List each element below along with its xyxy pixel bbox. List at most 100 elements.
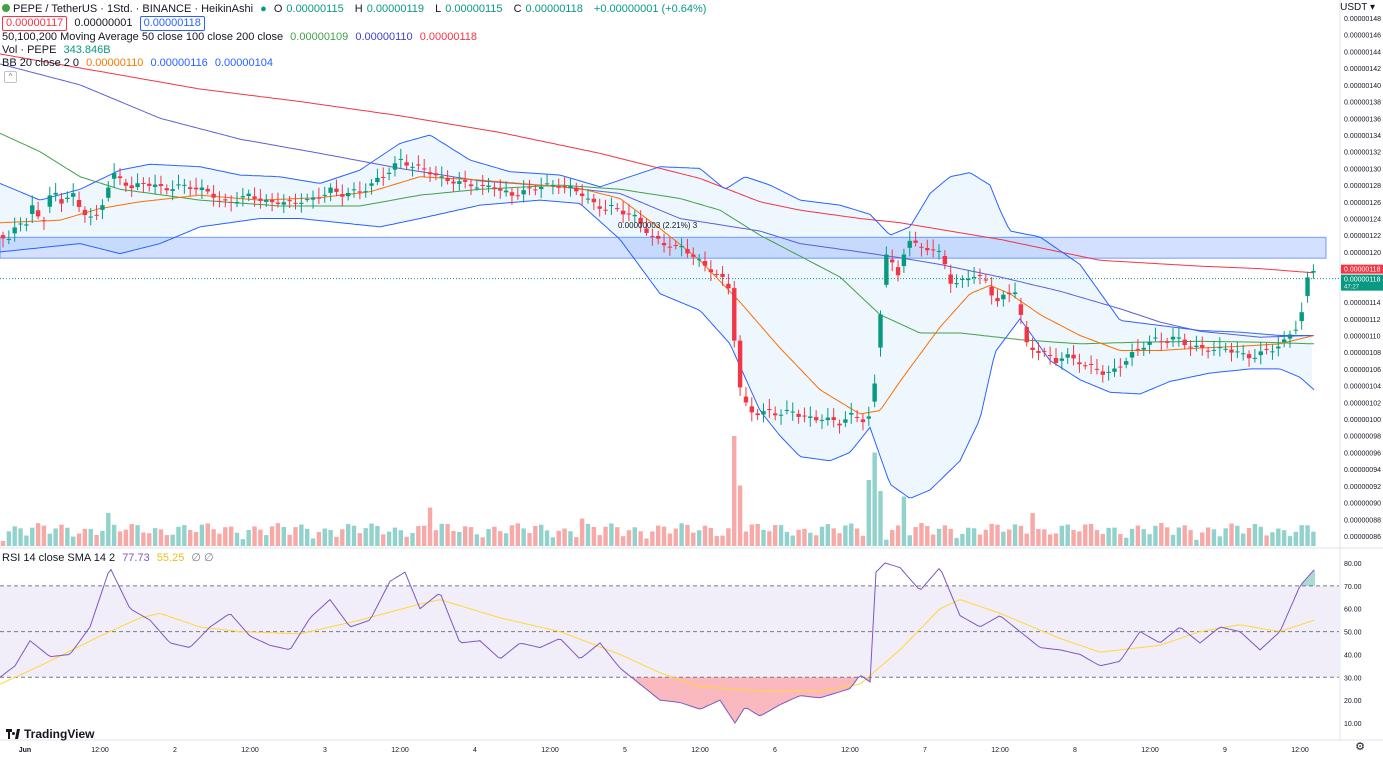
volume-bar: [1112, 527, 1117, 546]
ma-legend[interactable]: 50,100,200 Moving Average 50 close 100 c…: [2, 31, 481, 44]
symbol-title[interactable]: PEPE / TetherUS · 1Std. · BINANCE · Heik…: [13, 3, 254, 15]
open-value: 0.00000115: [286, 3, 344, 15]
currency-selector[interactable]: USDT ▾: [1340, 2, 1375, 13]
volume-bar: [1176, 527, 1182, 546]
volume-bar: [790, 535, 795, 546]
volume-bar: [334, 536, 339, 546]
candle-body: [579, 193, 585, 197]
candle-body: [790, 411, 795, 413]
candle-body: [1188, 346, 1193, 348]
candle-body: [574, 187, 579, 192]
volume-bar: [556, 530, 561, 546]
volume-bar: [217, 533, 222, 546]
settings-icon[interactable]: ⚙: [1355, 741, 1365, 753]
volume-bar: [1311, 531, 1316, 546]
volume-bar: [369, 523, 374, 546]
candle-body: [258, 198, 263, 201]
volume-bar: [603, 526, 608, 546]
candle-body: [468, 184, 474, 187]
sell-button[interactable]: 0.00000117: [2, 16, 68, 31]
volume-legend[interactable]: Vol · PEPE 343.846B: [2, 44, 115, 57]
candle-body: [1036, 351, 1041, 353]
candle-body: [404, 162, 409, 166]
volume-bar: [111, 524, 117, 546]
spread-value: 0.00000001: [74, 17, 133, 29]
price-axis[interactable]: 0.00000148 0.00000146 0.00000144 0.00000142…: [1339, 0, 1381, 740]
volume-bar: [316, 532, 322, 546]
collapse-legend-icon[interactable]: ^: [4, 71, 17, 83]
time-tick-label: 12:00: [841, 747, 859, 754]
volume-bar: [164, 535, 169, 546]
candle-body: [269, 200, 275, 203]
volume-bar: [117, 531, 123, 546]
time-axis[interactable]: Jun 12:00 2 12:00 3 12:00 4 12:00 5 12:00 6 12:00 7 1…: [0, 739, 1383, 754]
candle-body: [30, 205, 35, 215]
candle-body: [696, 259, 702, 261]
bb-lower-line: [0, 199, 1315, 499]
rsi-extra-value: ∅ ∅: [191, 552, 214, 564]
time-tick-label: Jun: [19, 747, 31, 754]
volume-bar: [1293, 531, 1299, 546]
candle-body: [462, 180, 468, 182]
volume-bar: [246, 530, 251, 546]
volume-bar: [100, 530, 105, 546]
volume-bar: [638, 531, 643, 546]
vol-value: 343.846B: [63, 44, 111, 56]
ma50-value: 0.00000109: [290, 31, 349, 43]
candle-body: [533, 189, 538, 191]
volume-bar: [714, 536, 719, 546]
time-tick-label: 5: [623, 747, 627, 754]
volume-bar: [141, 532, 146, 546]
volume-bar: [345, 524, 351, 546]
candle-body: [281, 202, 286, 205]
volume-bar: [1042, 529, 1047, 546]
volume-bar: [71, 536, 76, 546]
l-label: L: [435, 3, 442, 15]
candle-body: [732, 288, 737, 341]
rsi-tick-label: 10.00: [1344, 721, 1362, 728]
candle-body: [474, 187, 480, 189]
volume-bar: [1264, 535, 1269, 546]
candle-body: [656, 235, 661, 239]
buy-button[interactable]: 0.00000118: [139, 16, 205, 31]
volume-bar: [609, 523, 614, 546]
volume-bar: [761, 529, 766, 546]
volume-bar: [287, 534, 292, 546]
rsi-legend[interactable]: RSI 14 close SMA 14 2 77.73 55.25 ∅ ∅: [2, 552, 218, 565]
candle-body: [316, 197, 322, 199]
price-tick-label: 0.00000128: [1344, 183, 1381, 190]
price-tick-label: 0.00000096: [1344, 450, 1381, 457]
candle-body: [375, 177, 380, 183]
currency-label: USDT: [1340, 2, 1368, 13]
volume-bar: [404, 536, 409, 546]
volume-bar: [767, 531, 772, 546]
candle-body: [936, 250, 942, 252]
time-tick-label: 12:00: [691, 747, 709, 754]
volume-bar: [644, 538, 649, 546]
candle-body: [111, 173, 117, 179]
volume-bar: [1281, 530, 1287, 546]
candle-body: [872, 383, 877, 402]
price-tick-label: 0.00000104: [1344, 384, 1381, 391]
rsi-tick-label: 80.00: [1344, 561, 1362, 568]
volume-bar: [1241, 533, 1246, 546]
candle-body: [726, 283, 731, 289]
volume-bar: [890, 530, 895, 546]
volume-bar: [439, 523, 444, 546]
candle-body: [1305, 277, 1310, 296]
candle-body: [351, 189, 357, 191]
candles[interactable]: [0, 148, 1316, 434]
bb-legend[interactable]: BB 20 close 2 0 0.00000110 0.00000116 0.…: [2, 57, 277, 70]
volume-bar: [47, 533, 52, 546]
candle-body: [767, 409, 772, 411]
volume-bar: [656, 525, 661, 546]
volume-bar: [661, 526, 667, 546]
volume-bar: [574, 537, 579, 546]
highlight-zone: [0, 236, 1339, 280]
candle-body: [498, 188, 503, 191]
candle-body: [1194, 345, 1199, 348]
candle-body: [749, 406, 754, 413]
rsi-tick-label: 40.00: [1344, 652, 1362, 659]
volume-bar: [451, 530, 456, 546]
